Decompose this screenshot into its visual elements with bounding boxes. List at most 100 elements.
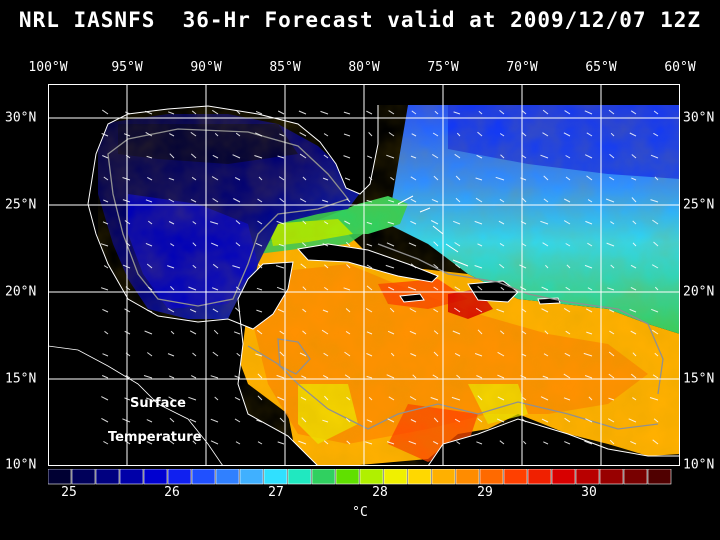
- wind-arrow: [188, 396, 197, 401]
- wind-arrow: [366, 375, 373, 379]
- lat-label-25n-left: 25°N: [5, 197, 37, 213]
- wind-arrow: [235, 441, 241, 445]
- wind-arrow: [389, 307, 395, 313]
- wind-arrow: [322, 419, 329, 423]
- wind-arrow: [432, 374, 439, 379]
- wind-arrow: [477, 286, 483, 291]
- wind-arrow: [497, 374, 505, 379]
- wind-arrow: [212, 263, 219, 269]
- wind-arrow: [277, 155, 285, 159]
- wind-arrow: [346, 264, 351, 269]
- wind-arrow: [390, 352, 395, 357]
- wind-arrow: [565, 330, 571, 335]
- wind-arrow: [608, 351, 615, 357]
- bathy-caribbean-south: [247, 345, 659, 430]
- colorbar-swatch: [71, 469, 96, 485]
- wind-arrow: [234, 177, 241, 181]
- wind-arrow: [609, 176, 615, 181]
- wind-arrow: [256, 419, 263, 423]
- wind-arrow: [214, 132, 219, 137]
- wind-arrow: [302, 220, 307, 225]
- colorbar-tick-30: 30: [581, 485, 597, 500]
- lat-label-15n-right: 15°N: [683, 371, 715, 387]
- wind-arrow: [606, 242, 615, 247]
- wind-arrow: [366, 199, 373, 203]
- wind-arrow: [168, 177, 175, 181]
- wind-arrow: [545, 264, 549, 269]
- wind-arrow: [323, 440, 329, 445]
- wind-arrow: [102, 109, 109, 115]
- wind-arrow: [652, 374, 659, 379]
- colorbar-swatch: [623, 469, 648, 485]
- wind-arrow: [146, 155, 153, 159]
- lat-label-10n-left: 10°N: [5, 457, 37, 473]
- wind-arrow: [588, 396, 593, 401]
- colorbar-swatch: [95, 469, 120, 485]
- wind-arrow: [255, 242, 263, 247]
- colorbar-swatch: [263, 469, 288, 485]
- wind-arrow: [279, 351, 285, 357]
- wind-arrow: [168, 221, 175, 225]
- wind-arrow: [388, 286, 395, 291]
- wind-arrow: [521, 418, 527, 423]
- wind-arrow: [650, 199, 659, 203]
- wind-arrow: [607, 418, 615, 423]
- lat-label-25n-right: 25°N: [683, 197, 715, 213]
- wind-arrow: [299, 352, 307, 357]
- colorbar-swatch: [359, 469, 384, 485]
- wind-arrow: [124, 397, 131, 401]
- wind-arrow: [650, 154, 659, 159]
- wind-arrow: [631, 177, 637, 181]
- colorbar-unit: °C: [352, 505, 368, 520]
- wind-arrow: [125, 375, 131, 379]
- wind-arrow: [346, 440, 351, 445]
- wind-arrow: [454, 286, 461, 291]
- wind-arrow: [565, 155, 571, 159]
- wind-arrow: [345, 330, 351, 335]
- wind-arrow: [477, 131, 483, 137]
- wind-arrow: [346, 198, 351, 203]
- wind-arrow: [541, 308, 549, 313]
- wind-arrow: [366, 352, 373, 357]
- wind-arrow: [499, 198, 505, 203]
- wind-arrow: [368, 132, 373, 137]
- wind-arrow: [499, 242, 505, 247]
- wind-arrow: [124, 330, 131, 335]
- wind-arrow: [455, 175, 461, 181]
- wind-arrow: [167, 265, 175, 269]
- wind-arrow: [169, 440, 175, 445]
- wind-arrow: [366, 221, 373, 225]
- political-border: [48, 345, 224, 466]
- wind-arrow: [323, 154, 329, 159]
- wind-arrow: [388, 396, 395, 401]
- wind-arrow: [255, 353, 263, 357]
- wind-arrow: [256, 329, 263, 335]
- wind-arrow: [168, 396, 175, 401]
- wind-arrow: [477, 243, 483, 247]
- wind-arrow: [565, 286, 571, 291]
- wind-arrow: [365, 441, 373, 445]
- wind-arrow: [632, 220, 637, 225]
- wind-arrow: [146, 263, 153, 269]
- wind-arrow: [585, 418, 593, 423]
- wind-arrow: [279, 330, 285, 335]
- wind-arrow: [587, 287, 593, 291]
- wind-arrow: [474, 220, 483, 225]
- wind-arrow: [452, 330, 461, 335]
- colorbar-tick-28: 28: [372, 485, 388, 500]
- wind-arrow: [476, 375, 483, 379]
- wind-arrow: [298, 110, 307, 115]
- colorbar: [48, 469, 672, 485]
- wind-arrow: [146, 441, 153, 445]
- wind-arrow: [412, 374, 417, 379]
- wind-arrow: [298, 440, 307, 445]
- wind-arrow: [169, 133, 175, 137]
- wind-arrow: [410, 419, 417, 423]
- wind-arrow: [632, 242, 637, 247]
- lon-label-65w: 65°W: [585, 60, 617, 75]
- wind-arrow: [100, 243, 109, 247]
- wind-arrow: [432, 153, 439, 159]
- wind-arrow: [474, 265, 483, 269]
- wind-arrow: [453, 220, 461, 225]
- wind-arrow: [322, 309, 329, 313]
